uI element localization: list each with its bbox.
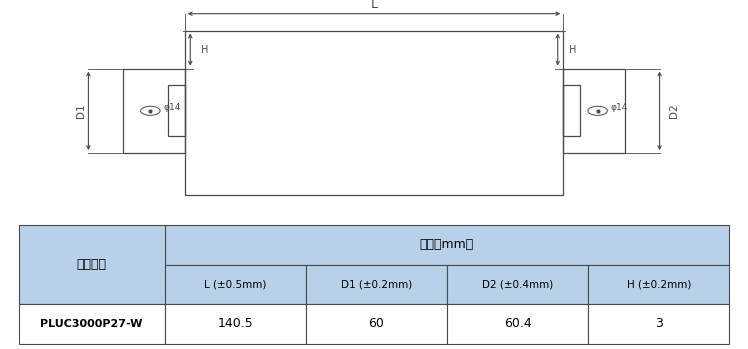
Text: 尺寸（mm）: 尺寸（mm） [420,238,474,251]
Bar [588,304,729,344]
Text: 产品描述: 产品描述 [76,258,107,271]
Bar [165,225,729,265]
Text: L (±0.5mm): L (±0.5mm) [204,280,266,289]
Bar [306,304,447,344]
Text: 3: 3 [654,318,663,331]
Text: φ14: φ14 [610,103,628,112]
Text: H (±0.2mm): H (±0.2mm) [627,280,691,289]
Bar [447,304,588,344]
Text: 60: 60 [369,318,384,331]
Text: φ14: φ14 [163,103,180,112]
Bar [19,304,165,344]
Bar [447,265,588,304]
Text: H: H [569,45,576,54]
Text: D1 (±0.2mm): D1 (±0.2mm) [340,280,412,289]
Bar [306,265,447,304]
Bar [19,225,165,304]
Text: 140.5: 140.5 [217,318,253,331]
Circle shape [141,106,160,115]
Text: D1: D1 [76,104,86,118]
Text: H: H [201,45,209,54]
Bar [165,265,306,304]
Text: 60.4: 60.4 [503,318,531,331]
Text: PLUC3000P27-W: PLUC3000P27-W [40,319,143,329]
Circle shape [588,106,607,115]
Text: D2: D2 [669,104,679,118]
Bar [165,304,306,344]
Text: L: L [370,0,378,11]
Text: D2 (±0.4mm): D2 (±0.4mm) [482,280,554,289]
Bar [588,265,729,304]
